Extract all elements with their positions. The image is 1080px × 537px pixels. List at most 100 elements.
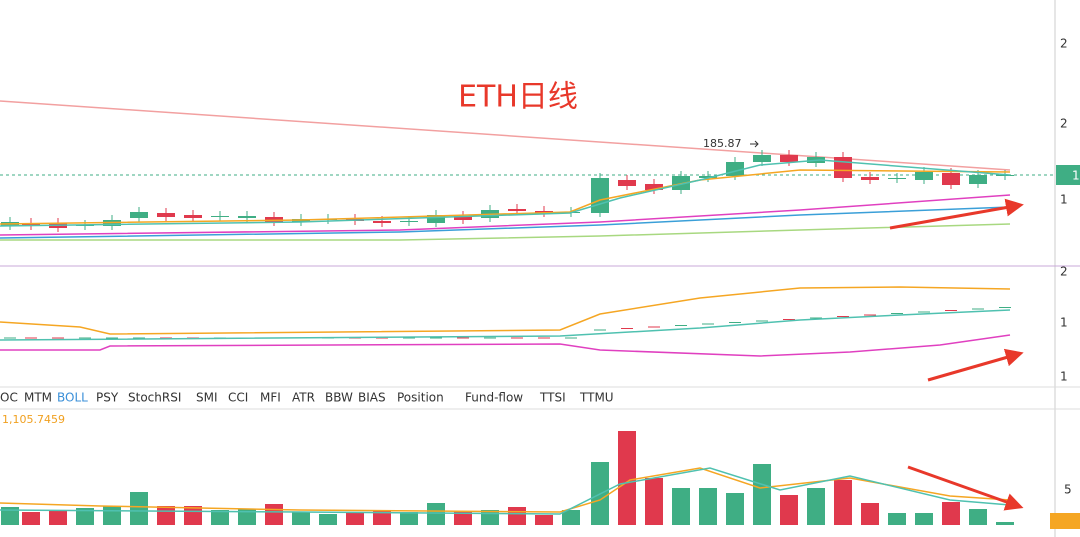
candle-body <box>672 176 690 190</box>
price-axis-label: 2 <box>1060 117 1068 131</box>
red-arrow <box>889 198 1024 230</box>
candle-body <box>888 178 906 179</box>
candle-body <box>211 216 229 217</box>
volume-bar <box>157 506 175 525</box>
moving-average <box>0 169 1011 225</box>
volume-bar <box>508 507 526 525</box>
candle-body <box>996 175 1014 176</box>
indicator-tab[interactable]: CCI <box>228 391 248 405</box>
annotation-arrow <box>750 140 759 148</box>
indicator-tab[interactable]: MFI <box>260 391 281 405</box>
moving-average <box>0 206 1011 239</box>
candle-body <box>591 178 609 213</box>
indicator-tab[interactable]: BIAS <box>358 391 386 405</box>
volume-bar <box>427 503 445 525</box>
boll-upper <box>0 286 1011 335</box>
indicator-tab[interactable]: TTSI <box>539 391 566 405</box>
volume-bar <box>319 514 337 525</box>
candle-body <box>753 155 771 162</box>
volume-bar <box>535 515 553 525</box>
candle-body <box>22 223 40 226</box>
volume-bar <box>942 502 960 525</box>
indicator-tab[interactable]: SMI <box>196 391 218 405</box>
candle-body <box>157 213 175 217</box>
candle-body <box>969 175 987 184</box>
candle-body <box>427 215 445 223</box>
candle-body <box>861 177 879 180</box>
price-annotation: 185.87 <box>703 137 742 150</box>
indicator-tab[interactable]: Fund-flow <box>465 391 523 405</box>
volume-bar <box>726 493 744 525</box>
indicator-tab[interactable]: TTMU <box>579 391 614 405</box>
red-arrow <box>907 465 1024 511</box>
candle-body <box>373 221 391 223</box>
candle-body <box>618 180 636 186</box>
indicator-tab[interactable]: ATR <box>292 391 315 405</box>
volume-bar <box>780 495 798 525</box>
candle-body <box>184 215 202 218</box>
candle-body <box>535 211 553 213</box>
candle-body <box>834 157 852 178</box>
boll-middle <box>0 309 1011 341</box>
volume-bar <box>130 492 148 525</box>
chart-title: ETH日线 <box>458 80 578 115</box>
volume-bar <box>373 511 391 525</box>
volume-bar <box>346 512 364 525</box>
volume-badge <box>1050 513 1080 529</box>
volume-bar <box>969 509 987 525</box>
volume-bar <box>103 506 121 525</box>
price-axis-label: 1 <box>1060 193 1068 207</box>
oscillator-axis-label: 2 <box>1060 265 1068 279</box>
boll-lower <box>0 334 1011 357</box>
price-axis-label: 2 <box>1060 37 1068 51</box>
volume-bar <box>22 512 40 525</box>
indicator-tab[interactable]: OC <box>0 391 18 405</box>
oscillator-axis-label: 1 <box>1060 316 1068 330</box>
volume-bar <box>400 512 418 525</box>
candle-body <box>780 155 798 162</box>
volume-bar <box>265 504 283 525</box>
volume-bar <box>184 506 202 525</box>
volume-bar <box>996 522 1014 525</box>
volume-bar <box>672 488 690 525</box>
volume-bar <box>861 503 879 525</box>
volume-bar <box>238 509 256 525</box>
candle-body <box>699 176 717 178</box>
candle-body <box>265 217 283 222</box>
volume-bar <box>699 488 717 525</box>
volume-bar <box>292 512 310 525</box>
volume-bar <box>76 508 94 525</box>
red-arrow <box>927 348 1024 382</box>
volume-bar <box>454 511 472 525</box>
volume-bar <box>211 510 229 525</box>
volume-bar <box>915 513 933 525</box>
indicator-tab[interactable]: PSY <box>96 391 119 405</box>
volume-ma <box>0 467 1011 515</box>
candle-body <box>130 212 148 218</box>
moving-average <box>0 159 1011 227</box>
oscillator-axis-label: 1 <box>1060 370 1068 384</box>
moving-average <box>0 194 1011 236</box>
indicator-tabs: OC MTM BOLL PSY StochRSI SMI CCI MFI ATR BBW BIAS P… <box>0 391 614 405</box>
volume-bar <box>562 510 580 525</box>
volume-axis-label: 5 <box>1064 483 1072 497</box>
indicator-tab[interactable]: StochRSI <box>128 391 181 405</box>
volume-bar <box>753 464 771 525</box>
volume-bar <box>888 513 906 525</box>
moving-average <box>0 223 1011 241</box>
indicator-tab[interactable]: Position <box>397 391 444 405</box>
candle-body <box>454 216 472 220</box>
candle-body <box>400 221 418 222</box>
candle-body <box>508 209 526 211</box>
candle-body <box>645 184 663 190</box>
indicator-tab[interactable]: MTM <box>24 391 52 405</box>
indicator-tab[interactable]: BBW <box>325 391 353 405</box>
candle-body <box>238 216 256 218</box>
indicator-tab[interactable]: BOLL <box>57 391 88 405</box>
candle-body <box>942 173 960 185</box>
current-price-label: 1 <box>1072 169 1080 183</box>
current-price-badge <box>1056 165 1080 185</box>
volume-bar <box>807 488 825 525</box>
